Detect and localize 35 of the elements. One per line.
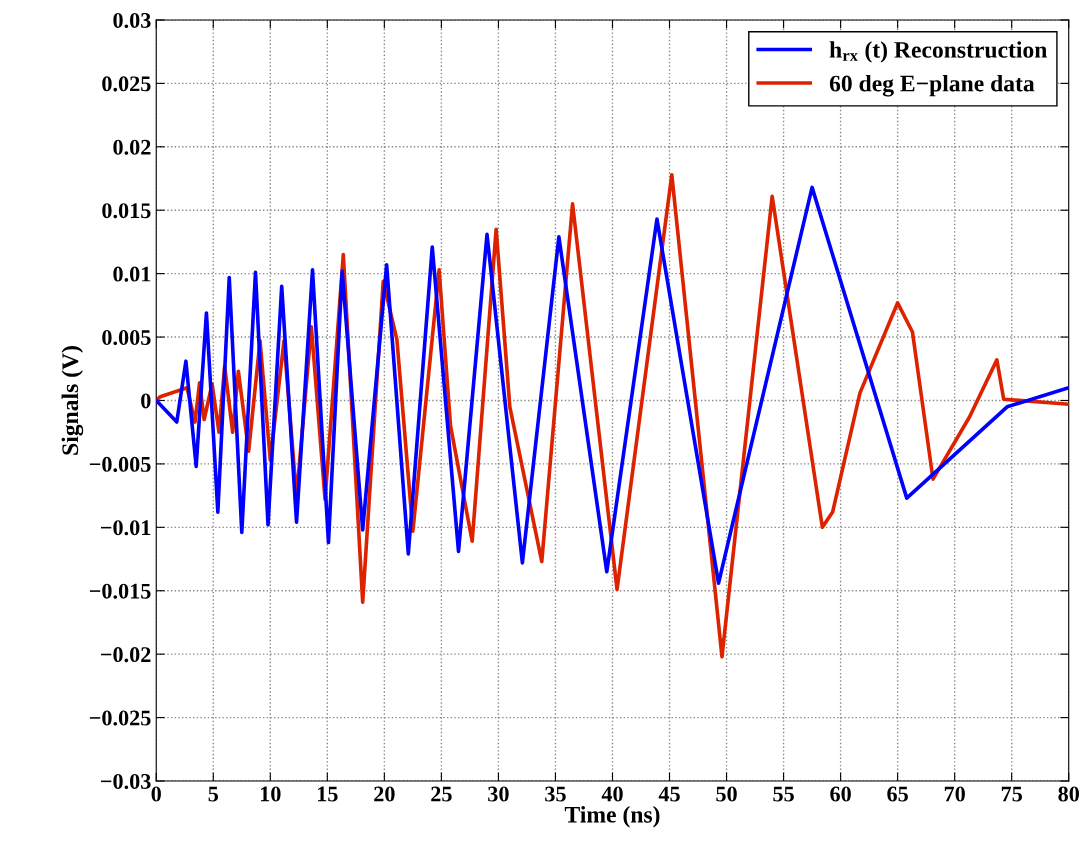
y-tick-label: 0.01 <box>113 266 151 282</box>
x-tick-label: 55 <box>773 786 794 802</box>
x-tick-label: 10 <box>260 786 281 802</box>
y-tick-label: −0.02 <box>101 647 151 663</box>
y-tick-label: 0.03 <box>113 12 151 28</box>
y-tick-label: −0.005 <box>89 456 151 472</box>
x-tick-label: 70 <box>944 786 965 802</box>
x-tick-label: 5 <box>208 786 219 802</box>
x-tick-label: 65 <box>887 786 908 802</box>
x-tick-label: 40 <box>601 786 623 802</box>
x-tick-label: 30 <box>488 786 509 802</box>
y-tick-label: 0.015 <box>102 203 151 219</box>
x-tick-label: 75 <box>1001 786 1022 802</box>
x-tick-label: 80 <box>1058 786 1079 802</box>
x-tick-label: 60 <box>830 786 851 802</box>
legend-label: 60 deg E−plane data <box>829 74 1035 97</box>
x-tick-label: 0 <box>151 786 161 802</box>
x-axis-title: Time (ns) <box>564 806 660 828</box>
y-tick-label: 0.005 <box>102 330 151 346</box>
y-tick-label: −0.025 <box>89 710 151 726</box>
x-tick-label: 20 <box>374 786 395 802</box>
x-tick-label: 25 <box>431 786 452 802</box>
y-tick-label: 0.02 <box>113 139 151 155</box>
x-tick-label: 35 <box>545 786 566 802</box>
y-tick-label: −0.015 <box>89 583 151 599</box>
x-tick-label: 45 <box>658 786 680 802</box>
y-tick-label: 0 <box>141 393 151 409</box>
y-axis-title: Signals (V) <box>61 346 84 455</box>
y-tick-label: 0.025 <box>102 76 151 92</box>
y-tick-label: −0.03 <box>101 773 151 790</box>
x-tick-label: 15 <box>318 786 338 802</box>
x-tick-label: 50 <box>716 786 737 802</box>
y-tick-label: −0.01 <box>101 520 151 536</box>
legend-label: h$_{rx}$ (t) Reconstruction <box>829 41 1048 63</box>
line-series <box>156 185 1069 585</box>
